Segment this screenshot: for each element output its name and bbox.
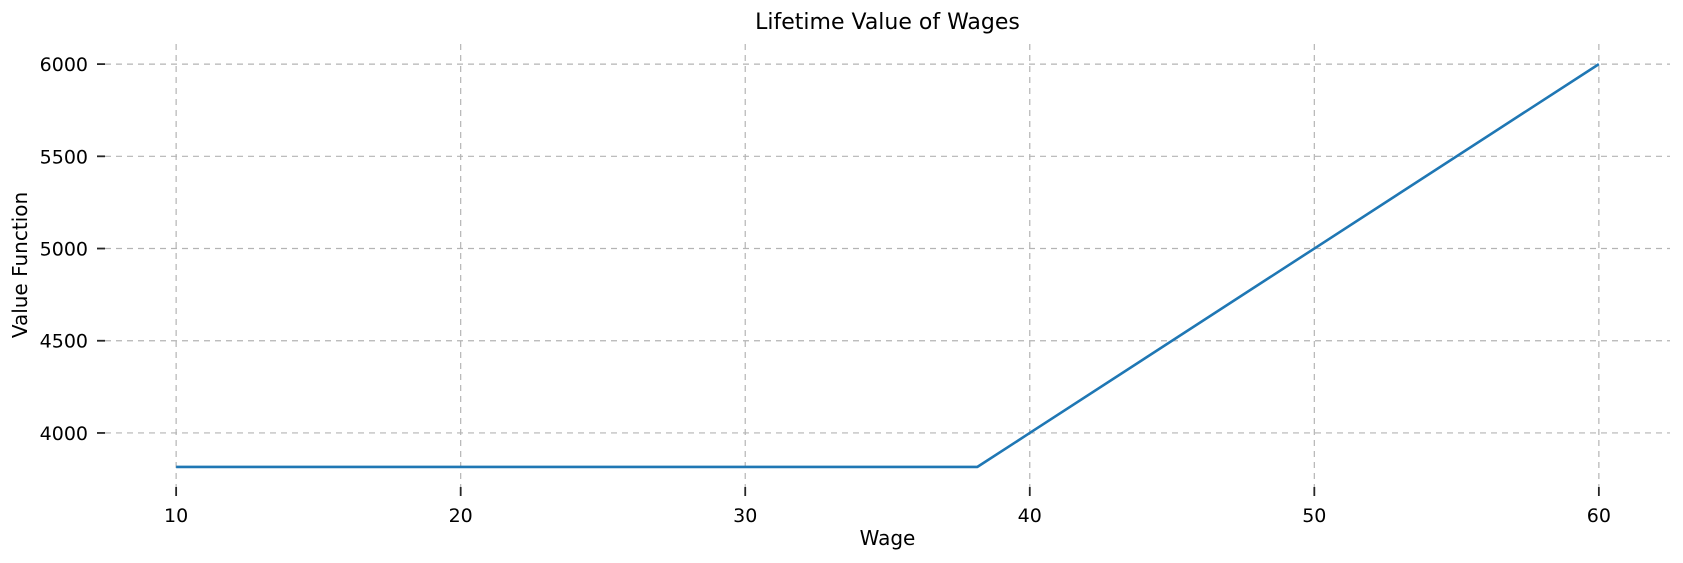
y-tick-label: 4500: [40, 331, 88, 353]
y-tick-label: 4000: [40, 423, 88, 445]
x-tick-label: 20: [449, 505, 473, 527]
y-tick-label: 5500: [40, 146, 88, 168]
x-tick-label: 10: [164, 505, 188, 527]
x-tick-label: 60: [1587, 505, 1611, 527]
chart-title: Lifetime Value of Wages: [755, 10, 1020, 35]
x-tick-label: 40: [1018, 505, 1042, 527]
y-tick-label: 6000: [40, 54, 88, 76]
x-axis-label: Wage: [859, 526, 916, 550]
x-tick-label: 50: [1302, 505, 1326, 527]
x-tick-label: 30: [733, 505, 757, 527]
y-tick-label: 5000: [40, 239, 88, 261]
value-function-line: [176, 63, 1600, 469]
